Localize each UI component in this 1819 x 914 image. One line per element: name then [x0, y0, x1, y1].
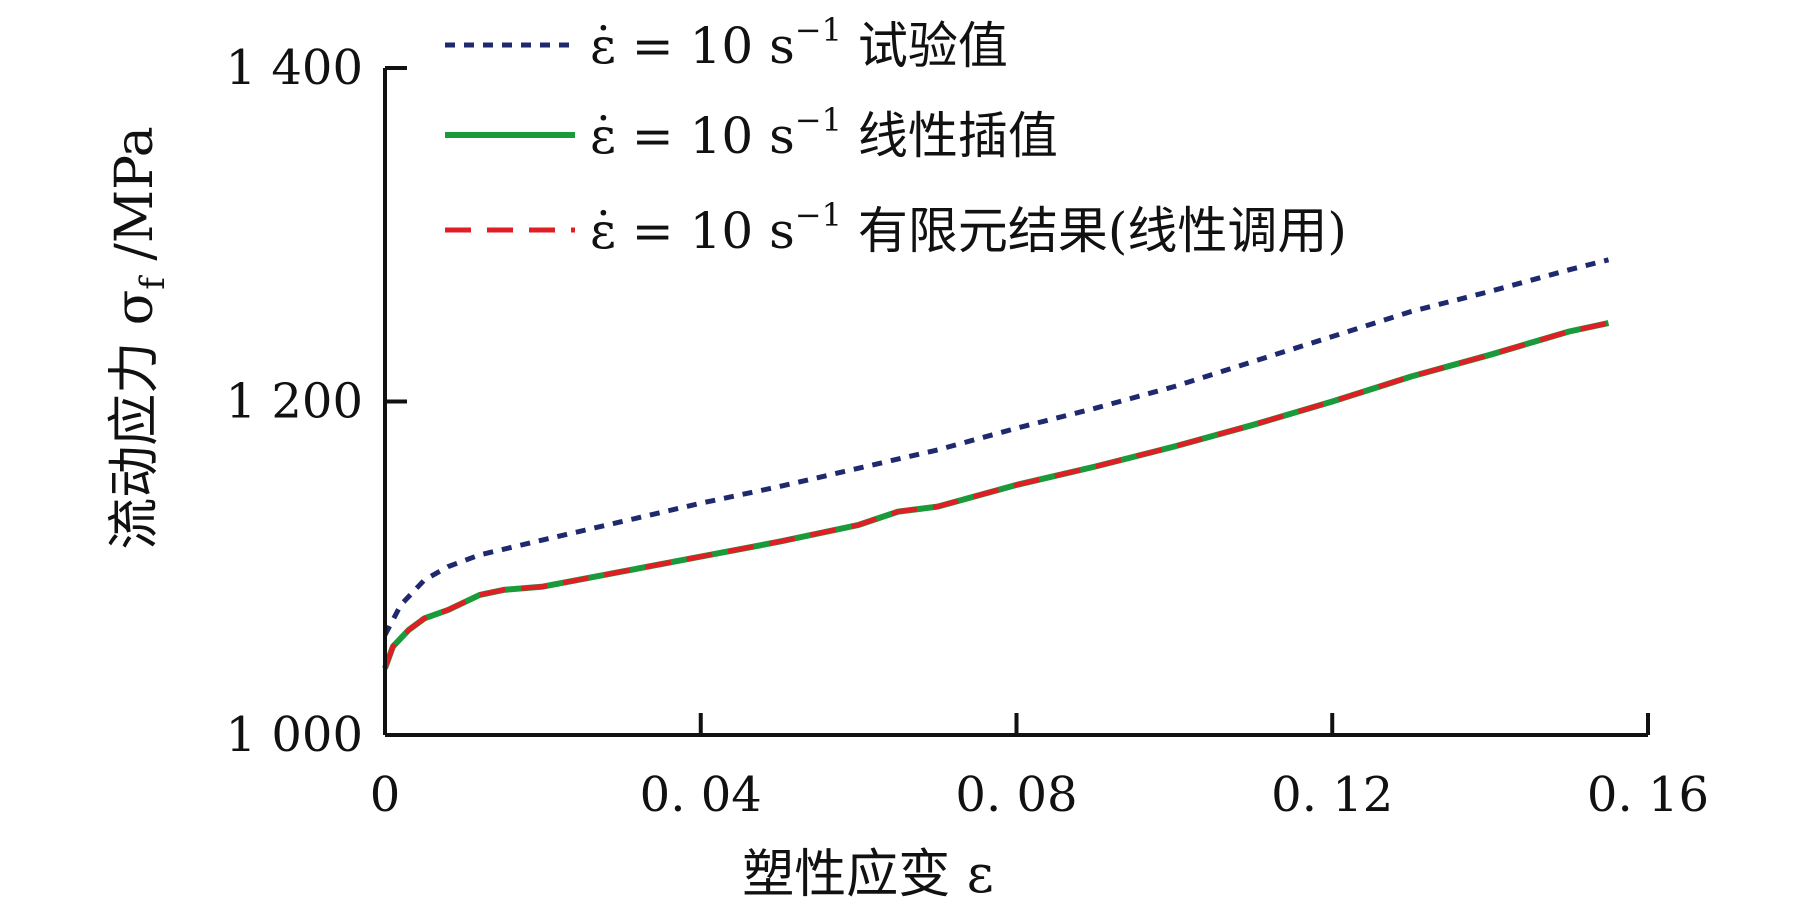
x-tick-label: 0. 08 — [955, 767, 1077, 823]
legend-label: ε̇ = 10 s−1 有限元结果(线性调用) — [590, 196, 1347, 260]
experimental-series-line — [382, 257, 1610, 637]
fem-series-line — [382, 320, 1610, 670]
x-tick-label: 0. 12 — [1271, 767, 1393, 823]
y-tick-label: 1 200 — [226, 374, 363, 430]
axes — [383, 68, 1648, 737]
y-axis-title: 流动应力 σf /MPa — [105, 126, 173, 550]
x-tick-label: 0. 16 — [1587, 767, 1709, 823]
y-tick-label: 1 000 — [226, 707, 363, 763]
plot-lines — [382, 257, 1610, 670]
legend-label: ε̇ = 10 s−1 试验值 — [590, 11, 1008, 75]
legend-label: ε̇ = 10 s−1 线性插值 — [590, 101, 1058, 165]
x-tick-label: 0. 04 — [640, 767, 762, 823]
y-tick-label: 1 400 — [226, 40, 363, 96]
ticks: 0 0. 04 0. 08 0. 12 0. 16 1 000 1 200 1 400 — [226, 40, 1709, 823]
legend: ε̇ = 10 s−1 试验值 ε̇ = 10 s−1 线性插值 ε̇ = 10 s… — [445, 11, 1347, 260]
x-tick-label: 0 — [370, 767, 401, 823]
x-axis-title: 塑性应变 ε — [742, 845, 993, 905]
